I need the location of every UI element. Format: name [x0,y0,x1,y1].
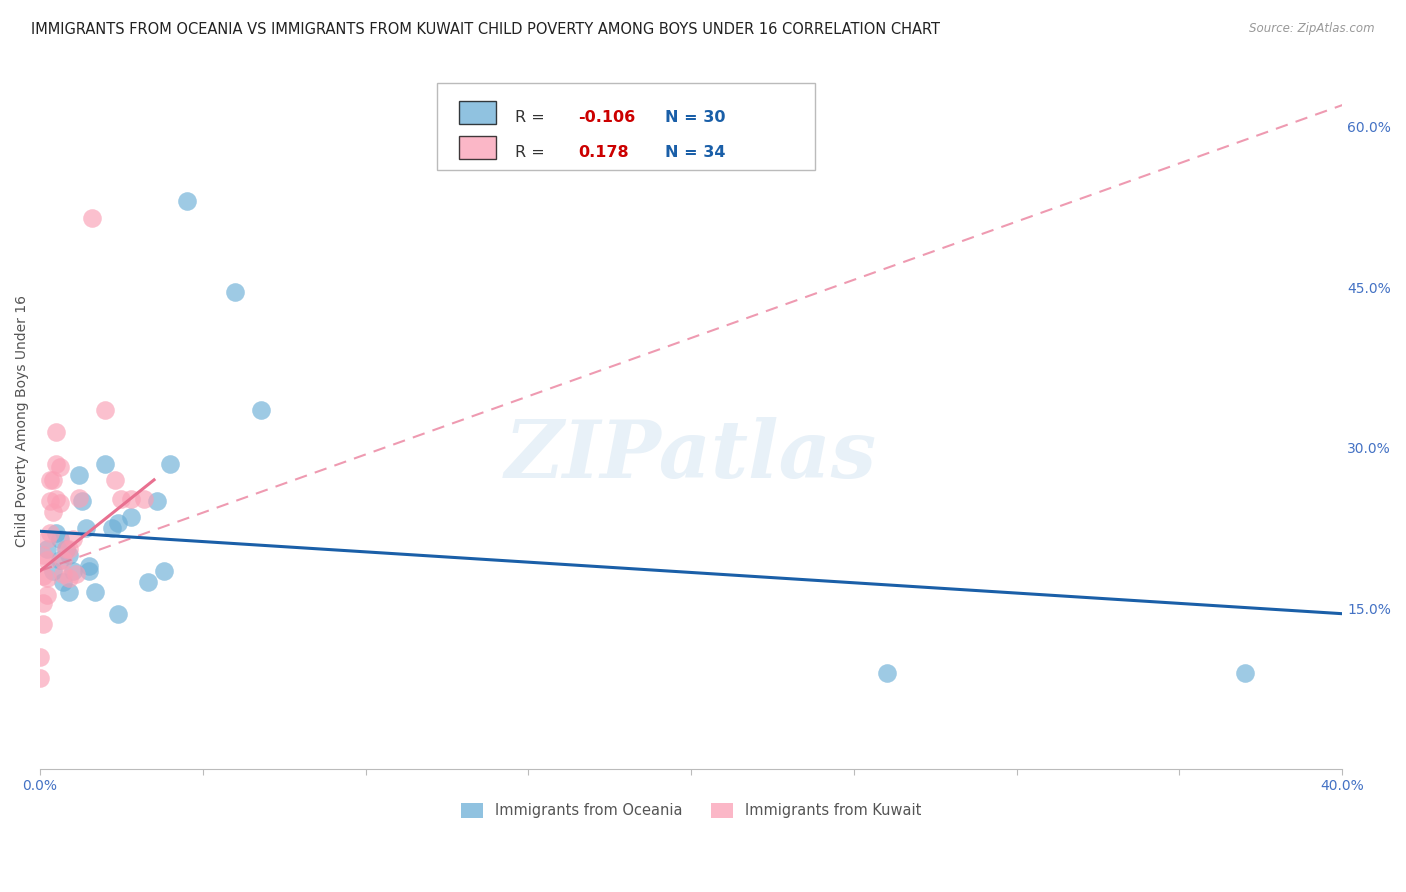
Text: R =: R = [516,145,550,160]
Point [30,649,52,664]
FancyBboxPatch shape [460,136,496,160]
Legend: Immigrants from Oceania, Immigrants from Kuwait: Immigrants from Oceania, Immigrants from… [456,797,927,824]
Point [94,403,117,417]
Point [35,553,58,567]
Point [32,596,55,610]
Point [32,548,55,562]
Text: 0.178: 0.178 [578,145,628,160]
Point [62,532,84,546]
Point [250,403,273,417]
Point [94,457,117,471]
Point [52,553,75,567]
Point [153,564,176,578]
Point [159,457,181,471]
Text: N = 34: N = 34 [665,145,725,160]
Point [224,285,246,300]
Point [104,473,127,487]
Point [45,526,67,541]
Point [84,585,107,599]
Point [38,473,60,487]
Point [58,585,80,599]
Point [45,492,67,507]
Point [75,521,97,535]
Point [45,457,67,471]
Point [65,567,87,582]
Point [134,492,156,507]
Point [35,589,58,603]
Point [38,526,60,541]
Text: Source: ZipAtlas.com: Source: ZipAtlas.com [1250,22,1375,36]
Y-axis label: Child Poverty Among Boys Under 16: Child Poverty Among Boys Under 16 [15,295,30,547]
Point [55,542,77,557]
Point [62,564,84,578]
Point [52,567,75,582]
Point [32,617,55,632]
Point [120,510,142,524]
Point [45,425,67,439]
Point [32,569,55,583]
Point [120,492,142,507]
Point [67,467,90,482]
Point [48,460,70,475]
Point [110,492,132,507]
Text: R =: R = [516,110,550,125]
Point [77,564,100,578]
Point [82,211,104,225]
Text: IMMIGRANTS FROM OCEANIA VS IMMIGRANTS FROM KUWAIT CHILD POVERTY AMONG BOYS UNDER: IMMIGRANTS FROM OCEANIA VS IMMIGRANTS FR… [31,22,941,37]
Point [77,558,100,573]
Point [55,542,77,557]
Point [30,671,52,685]
Point [107,516,129,530]
Point [72,494,94,508]
Point [876,665,898,680]
Point [107,607,129,621]
Point [42,505,65,519]
Text: ZIPatlas: ZIPatlas [505,417,877,494]
Text: N = 30: N = 30 [665,110,725,125]
FancyBboxPatch shape [460,101,496,124]
Point [58,542,80,557]
Text: -0.106: -0.106 [578,110,636,125]
Point [38,494,60,508]
Point [58,548,80,562]
Point [42,473,65,487]
Point [42,564,65,578]
Point [1233,665,1256,680]
Point [100,521,122,535]
Point [35,532,58,546]
Point [52,574,75,589]
Point [48,496,70,510]
Point [58,571,80,585]
Point [35,571,58,585]
Point [35,542,58,557]
Point [48,532,70,546]
Point [136,574,159,589]
Point [146,494,169,508]
Point [67,491,90,505]
Point [176,194,198,209]
Point [48,553,70,567]
FancyBboxPatch shape [437,84,815,170]
